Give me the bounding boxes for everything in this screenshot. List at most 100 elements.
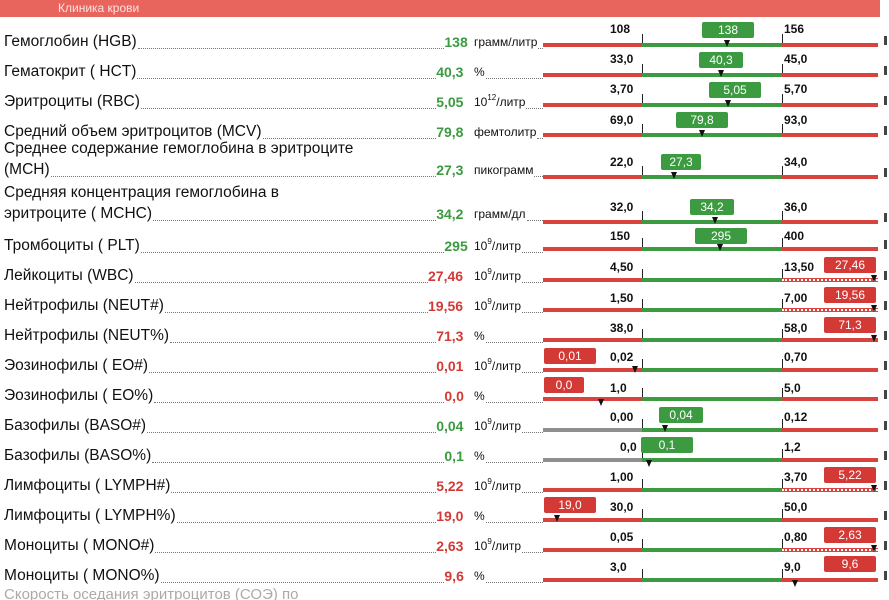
scrollbar-edge-mark [884, 361, 887, 370]
dot-leader [152, 462, 445, 463]
footer-partial-text: Скорость оседания эритроцитов (СОЭ) по [4, 586, 299, 600]
low-limit-tick [642, 539, 643, 548]
result-value: 295 [444, 238, 468, 254]
range-bar-high [782, 368, 878, 372]
high-limit-tick [782, 479, 783, 488]
low-limit-tick [642, 419, 643, 428]
result-pointer [598, 399, 604, 406]
scrollbar-edge-mark [884, 271, 887, 280]
result-badge: 27,46 [824, 257, 876, 273]
result-pointer [712, 217, 718, 224]
result-pointer [871, 545, 877, 552]
range-bar-high [782, 247, 878, 251]
range-bar-high [782, 43, 878, 47]
dot-leader [538, 48, 543, 49]
unit-text: % [474, 569, 485, 583]
low-limit-tick [642, 34, 643, 43]
high-limit-tick [782, 166, 783, 175]
dot-leader [153, 220, 437, 221]
result-value: 0,0 [444, 388, 464, 404]
result-value: 19,56 [428, 298, 464, 314]
reference-low: 32,0 [610, 200, 634, 214]
dot-leader [485, 78, 543, 79]
scrollbar-edge-mark [884, 126, 887, 135]
result-pointer [554, 515, 560, 522]
dot-leader [485, 582, 543, 583]
analyte-name: Гематокрит ( HCT) [4, 63, 137, 80]
result-value: 9,6 [444, 568, 464, 584]
low-limit-tick [642, 269, 643, 278]
reference-high: 0,80 [784, 530, 808, 544]
dot-leader [485, 462, 543, 463]
range-bar-normal [642, 397, 782, 401]
range-bar-low [543, 368, 642, 372]
dot-leader [485, 522, 543, 523]
range-bar-normal [642, 368, 782, 372]
range-bar-low [543, 247, 642, 251]
analyte-name-line2: (MCH) [4, 161, 50, 178]
analyte-name: Средняя концентрация гемоглобина в [4, 184, 280, 201]
result-unit: 1012/литр [474, 93, 525, 109]
dot-leader [137, 48, 445, 49]
reference-low: 1,50 [610, 291, 634, 305]
result-badge: 19,56 [824, 287, 876, 303]
high-limit-tick [782, 64, 783, 73]
range-bar-low [543, 338, 642, 342]
result-unit: 109/литр [474, 537, 521, 553]
reference-low: 0,00 [610, 410, 634, 424]
reference-low: 30,0 [610, 500, 634, 514]
dot-leader [160, 582, 445, 583]
low-limit-tick [642, 211, 643, 220]
result-unit: 109/литр [474, 237, 521, 253]
result-pointer [662, 425, 668, 432]
reference-high: 58,0 [784, 321, 808, 335]
result-badge: 5,22 [824, 467, 876, 483]
low-limit-tick [642, 94, 643, 103]
reference-high: 9,0 [784, 560, 801, 574]
reference-high: 156 [784, 22, 805, 36]
range-bar-low [543, 220, 642, 224]
result-badge: 71,3 [824, 317, 876, 333]
analyte-name: Нейтрофилы (NEUT#) [4, 297, 164, 314]
range-bar-normal [642, 247, 782, 251]
range-bar-normal [642, 578, 782, 582]
range-bar-overflow [782, 309, 878, 311]
unit-tail: /литр [491, 479, 522, 493]
range-bar-low [543, 518, 642, 522]
range-bar-high [782, 220, 878, 224]
range-bar-overflow [782, 549, 878, 551]
low-limit-tick [642, 359, 643, 368]
range-bar-low [543, 548, 642, 552]
reference-low: 150 [610, 229, 631, 243]
scrollbar-edge-mark [884, 511, 887, 520]
result-unit: % [474, 449, 485, 463]
high-limit-tick [782, 211, 783, 220]
analyte-name: Моноциты ( MONO#) [4, 537, 155, 554]
range-bar-low [543, 133, 642, 137]
range-bar-low [543, 278, 642, 282]
result-badge: 295 [695, 228, 747, 244]
scrollbar-edge-mark [884, 571, 887, 580]
scrollbar-edge-mark [884, 331, 887, 340]
scrollbar-edge-mark [884, 481, 887, 490]
result-value: 27,3 [436, 162, 464, 178]
range-bar-normal [642, 175, 782, 179]
scrollbar-edge-mark [884, 36, 887, 45]
scrollbar-edge-mark [884, 390, 887, 399]
low-limit-tick [642, 449, 643, 458]
result-badge: 19,0 [544, 497, 596, 513]
range-bar-high [782, 428, 878, 432]
result-value: 0,01 [436, 358, 464, 374]
result-badge: 0,1 [641, 437, 693, 453]
unit-text: % [474, 389, 485, 403]
result-unit: грамм/дл [474, 207, 526, 221]
dot-leader [522, 312, 543, 313]
section-title: Клиника крови [58, 1, 140, 15]
reference-low: 38,0 [610, 321, 634, 335]
dot-leader [164, 312, 428, 313]
range-bar-overflow [782, 489, 878, 491]
unit-base: 10 [474, 269, 488, 283]
result-unit: % [474, 569, 485, 583]
range-bar-normal [642, 133, 782, 137]
dot-leader [526, 108, 543, 109]
